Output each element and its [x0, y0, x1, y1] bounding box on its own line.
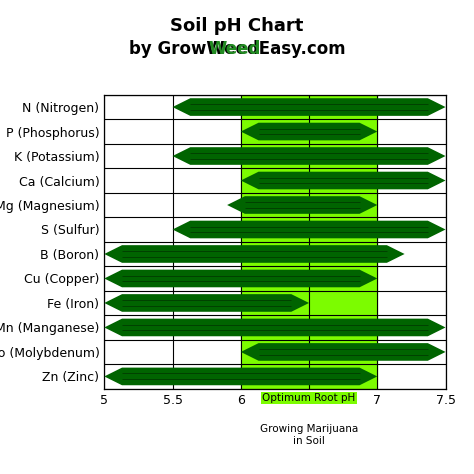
Polygon shape [173, 98, 446, 116]
Polygon shape [104, 368, 377, 385]
Text: by GrowWeedEasy.com: by GrowWeedEasy.com [128, 40, 346, 58]
Polygon shape [104, 319, 446, 336]
Polygon shape [104, 245, 405, 263]
Polygon shape [173, 221, 446, 238]
Polygon shape [104, 270, 377, 287]
Polygon shape [227, 196, 377, 214]
Text: Soil pH Chart: Soil pH Chart [170, 17, 304, 35]
Text: Growing Marijuana
in Soil: Growing Marijuana in Soil [260, 424, 358, 446]
Text: Weed: Weed [208, 40, 260, 58]
Polygon shape [241, 172, 446, 189]
Polygon shape [241, 123, 377, 140]
Polygon shape [104, 294, 309, 312]
Polygon shape [241, 343, 446, 361]
Text: Optimum Root pH: Optimum Root pH [263, 393, 356, 403]
Polygon shape [173, 147, 446, 165]
Text: by GrowWeedEasy.com: by GrowWeedEasy.com [128, 40, 346, 58]
Bar [241, 95, 377, 389]
